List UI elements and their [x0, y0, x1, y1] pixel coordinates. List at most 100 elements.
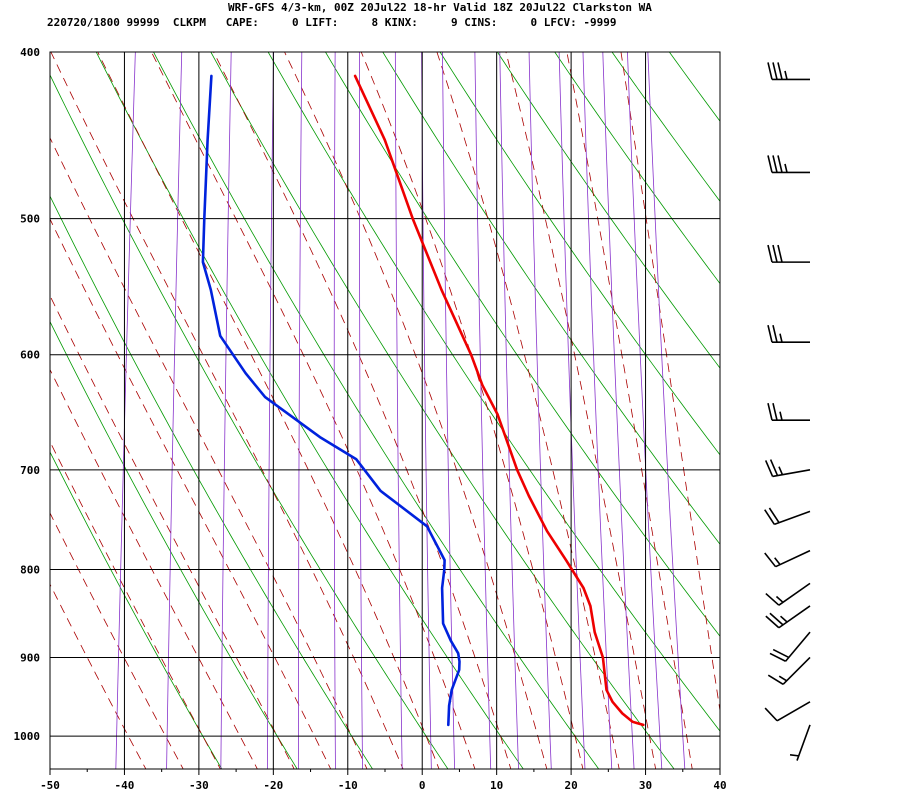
wind-barb	[767, 325, 810, 343]
temperature-tick-label: 30	[639, 779, 652, 792]
temperature-tick-label: 20	[564, 779, 577, 792]
mixing-ratio-line	[627, 52, 663, 769]
wind-barb	[765, 582, 811, 606]
dry-adiabat	[267, 52, 720, 732]
dry-adiabat	[668, 52, 720, 122]
barb-staff	[775, 549, 811, 568]
mixing-ratio-line	[474, 52, 492, 769]
mixing-ratio-line	[220, 52, 232, 769]
pressure-tick-label: 500	[20, 213, 40, 226]
temperature-tick-label: 0	[419, 779, 426, 792]
moist-adiabat	[50, 583, 147, 769]
mixing-ratio-line	[333, 52, 336, 769]
dry-adiabat	[834, 43, 900, 773]
dry-adiabat	[50, 320, 298, 769]
pressure-tick-label: 400	[20, 46, 40, 59]
temperature-tick-label: -30	[189, 779, 209, 792]
temperature-tick-label: 40	[713, 779, 726, 792]
background-lines	[50, 43, 900, 773]
mixing-ratio-line	[499, 52, 519, 769]
barb-feather	[769, 459, 779, 476]
dry-adiabat	[153, 52, 600, 769]
temperature-tick-label: -20	[263, 779, 283, 792]
moist-adiabat	[566, 52, 693, 769]
barb-feather	[767, 403, 773, 421]
barb-staff	[782, 656, 811, 685]
barb-feather	[777, 244, 783, 263]
barb-feather	[772, 155, 778, 173]
dewpoint-trace	[201, 74, 461, 727]
barb-feather	[764, 509, 775, 525]
moist-adiabat	[213, 52, 512, 769]
pressure-tick-label: 600	[20, 349, 40, 362]
barb-feather	[767, 325, 773, 343]
moist-adiabat	[50, 218, 332, 769]
wind-barb	[765, 605, 811, 629]
barb-staff	[774, 510, 811, 526]
barb-feather	[777, 62, 783, 80]
barb-half-feather	[778, 675, 788, 682]
plot-frame	[49, 51, 721, 775]
mixing-ratio-line	[582, 52, 613, 769]
dry-adiabat	[95, 52, 524, 769]
profile-traces	[201, 74, 645, 727]
barb-feather	[768, 507, 780, 524]
mixing-ratio-line	[298, 52, 303, 769]
barb-staff	[778, 605, 811, 629]
mixing-ratio-line	[528, 52, 552, 769]
mixing-ratio-line	[442, 52, 455, 769]
wind-barb	[767, 403, 810, 422]
moist-adiabat	[50, 368, 258, 769]
barb-half-feather	[784, 70, 788, 80]
wind-barb	[769, 631, 811, 662]
wind-barb	[767, 62, 810, 81]
temperature-tick-label: 10	[490, 779, 503, 792]
wind-barbs	[764, 62, 811, 761]
temperature-trace	[353, 74, 645, 727]
barb-feather	[769, 612, 784, 626]
dry-adiabat	[891, 43, 900, 773]
moist-adiabat	[284, 52, 548, 769]
wind-barb	[767, 244, 810, 263]
dry-adiabat	[611, 52, 720, 202]
barb-feather	[772, 648, 790, 659]
wind-barb	[764, 701, 811, 722]
barb-staff	[776, 701, 811, 722]
mixing-ratio-line	[421, 52, 432, 769]
mixing-ratio-line	[647, 52, 686, 769]
moist-adiabat	[50, 136, 368, 769]
barb-half-feather	[774, 557, 781, 566]
barb-feather	[765, 592, 780, 606]
barb-feather	[772, 244, 778, 263]
dry-adiabat	[496, 52, 720, 369]
mixing-ratio-line	[602, 52, 635, 769]
moist-adiabat	[150, 52, 476, 769]
barb-staff	[778, 582, 811, 606]
moist-adiabat	[360, 52, 584, 769]
dry-adiabat	[554, 52, 720, 285]
barb-half-feather	[778, 466, 784, 476]
wind-barb	[764, 507, 811, 526]
dry-adiabat	[50, 74, 449, 769]
pressure-tick-label: 900	[20, 651, 40, 664]
pressure-tick-label: 700	[20, 464, 40, 477]
dry-adiabat	[439, 52, 720, 456]
barb-staff	[796, 724, 811, 761]
wind-barb	[767, 155, 810, 174]
barb-feather	[767, 62, 773, 80]
moist-adiabat	[50, 294, 295, 769]
moist-adiabat	[50, 440, 221, 769]
temperature-tick-label: -50	[40, 779, 60, 792]
barb-staff	[784, 631, 811, 662]
moist-adiabat	[505, 52, 657, 769]
tick-labels: 400 500 600 700 800 900 1000 -50 -40 -30 -20 -10 0 10…	[14, 46, 727, 792]
pressure-tick-label: 1000	[14, 730, 41, 743]
mixing-ratio-line	[115, 52, 136, 769]
plot-border	[49, 51, 721, 770]
moist-adiabat	[97, 52, 440, 769]
barb-feather	[767, 244, 773, 263]
dry-adiabat	[210, 52, 675, 769]
barb-feather	[764, 552, 777, 568]
barb-feather	[767, 155, 773, 173]
